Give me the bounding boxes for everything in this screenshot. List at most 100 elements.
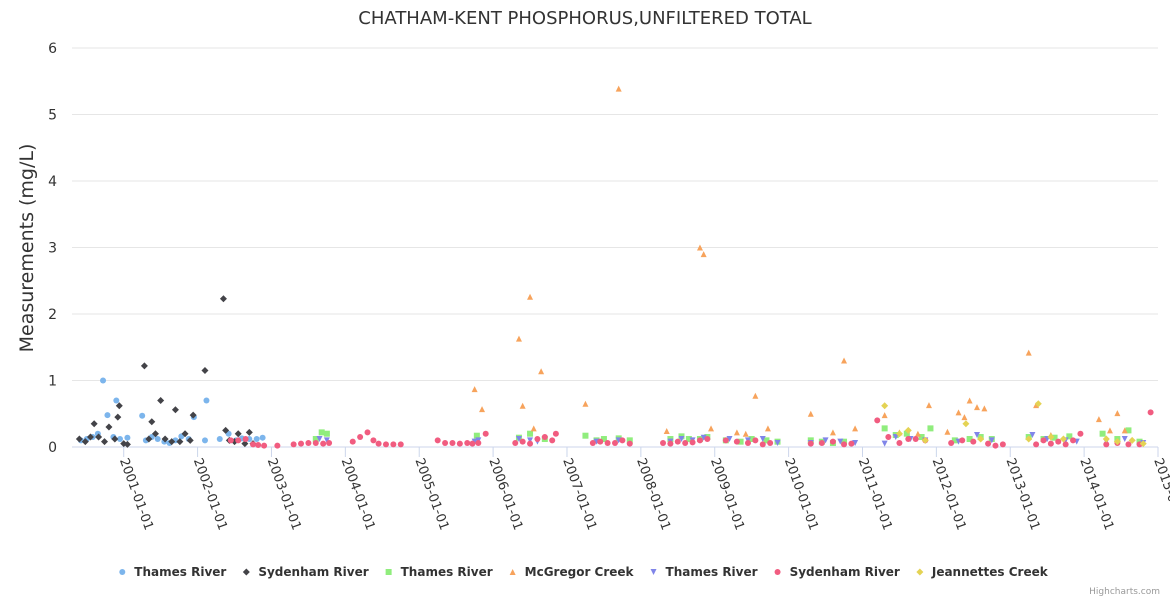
legend-item-2[interactable]: Thames River xyxy=(385,565,493,579)
legend-item-0[interactable]: Thames River xyxy=(119,565,226,579)
data-point[interactable] xyxy=(927,425,934,432)
data-point[interactable] xyxy=(829,438,836,445)
data-point[interactable] xyxy=(261,442,268,449)
data-point[interactable] xyxy=(667,440,674,447)
data-point[interactable] xyxy=(527,293,534,300)
data-point[interactable] xyxy=(1034,400,1042,408)
data-point[interactable] xyxy=(663,428,670,435)
data-point[interactable] xyxy=(117,436,124,443)
data-point[interactable] xyxy=(726,436,733,443)
data-point[interactable] xyxy=(1095,416,1102,423)
credits-link[interactable]: Highcharts.com xyxy=(1089,587,1160,597)
data-point[interactable] xyxy=(1077,430,1084,437)
data-point[interactable] xyxy=(123,440,131,448)
data-point[interactable] xyxy=(81,438,89,446)
data-point[interactable] xyxy=(1059,435,1067,443)
data-point[interactable] xyxy=(955,409,962,416)
data-point[interactable] xyxy=(151,430,159,438)
data-point[interactable] xyxy=(111,435,119,443)
data-point[interactable] xyxy=(222,426,230,434)
data-point[interactable] xyxy=(852,440,859,447)
data-point[interactable] xyxy=(807,440,814,447)
data-point[interactable] xyxy=(626,437,633,444)
data-point[interactable] xyxy=(549,437,556,444)
data-point[interactable] xyxy=(1125,427,1132,434)
data-point[interactable] xyxy=(626,440,633,447)
data-point[interactable] xyxy=(959,437,966,444)
data-point[interactable] xyxy=(114,413,122,421)
data-point[interactable] xyxy=(479,406,486,413)
data-point[interactable] xyxy=(1047,440,1054,447)
data-point[interactable] xyxy=(113,397,120,404)
data-point[interactable] xyxy=(201,437,208,444)
data-point[interactable] xyxy=(1029,432,1036,439)
data-point[interactable] xyxy=(176,438,184,446)
data-point[interactable] xyxy=(1139,440,1147,448)
data-point[interactable] xyxy=(914,430,921,437)
data-point[interactable] xyxy=(95,433,103,441)
legend-item-5[interactable]: Sydenham River xyxy=(774,565,900,579)
data-point[interactable] xyxy=(512,440,519,447)
data-point[interactable] xyxy=(895,430,903,438)
data-point[interactable] xyxy=(852,425,859,432)
legend-item-4[interactable]: Thames River xyxy=(650,565,758,579)
data-point[interactable] xyxy=(541,434,548,441)
data-point[interactable] xyxy=(105,423,113,431)
data-point[interactable] xyxy=(600,436,607,443)
data-point[interactable] xyxy=(157,396,165,404)
data-point[interactable] xyxy=(1062,441,1069,448)
data-point[interactable] xyxy=(250,441,256,448)
legend-item-6[interactable]: Jeannettes Creek xyxy=(916,565,1049,579)
data-point[interactable] xyxy=(473,432,480,439)
data-point[interactable] xyxy=(100,377,107,384)
data-point[interactable] xyxy=(1070,437,1077,444)
data-point[interactable] xyxy=(970,438,977,445)
data-point[interactable] xyxy=(704,436,711,443)
data-point[interactable] xyxy=(139,412,146,419)
data-point[interactable] xyxy=(86,433,94,441)
data-point[interactable] xyxy=(948,440,955,447)
data-point[interactable] xyxy=(674,438,681,445)
data-point[interactable] xyxy=(1055,438,1062,445)
data-point[interactable] xyxy=(619,437,626,444)
data-point[interactable] xyxy=(274,442,281,449)
data-point[interactable] xyxy=(759,436,766,443)
data-point[interactable] xyxy=(841,441,848,448)
data-point[interactable] xyxy=(201,367,209,375)
data-point[interactable] xyxy=(318,429,325,436)
data-point[interactable] xyxy=(874,417,881,424)
data-point[interactable] xyxy=(364,429,371,436)
data-point[interactable] xyxy=(471,386,478,393)
data-point[interactable] xyxy=(75,435,83,443)
data-point[interactable] xyxy=(357,434,364,441)
legend-item-3[interactable]: McGregor Creek xyxy=(509,565,635,579)
data-point[interactable] xyxy=(171,406,179,414)
data-point[interactable] xyxy=(245,428,253,436)
data-point[interactable] xyxy=(733,429,740,436)
data-point[interactable] xyxy=(700,434,707,441)
data-point[interactable] xyxy=(534,436,541,443)
data-point[interactable] xyxy=(255,442,262,449)
data-point[interactable] xyxy=(482,430,489,437)
data-point[interactable] xyxy=(1033,402,1040,409)
data-point[interactable] xyxy=(759,441,766,448)
data-point[interactable] xyxy=(1106,427,1113,434)
data-point[interactable] xyxy=(988,437,995,444)
data-point[interactable] xyxy=(1147,409,1154,416)
data-point[interactable] xyxy=(767,440,774,447)
data-point[interactable] xyxy=(905,436,912,443)
data-point[interactable] xyxy=(582,432,589,439)
data-point[interactable] xyxy=(259,434,266,441)
data-point[interactable] xyxy=(290,441,297,448)
data-point[interactable] xyxy=(737,438,744,445)
data-point[interactable] xyxy=(312,440,319,447)
data-point[interactable] xyxy=(145,435,153,443)
data-point[interactable] xyxy=(154,436,161,443)
data-point[interactable] xyxy=(966,397,973,404)
data-point[interactable] xyxy=(974,432,980,439)
data-point[interactable] xyxy=(382,441,389,448)
data-point[interactable] xyxy=(742,430,749,437)
data-point[interactable] xyxy=(515,335,522,342)
data-point[interactable] xyxy=(161,435,169,443)
data-point[interactable] xyxy=(904,426,912,434)
